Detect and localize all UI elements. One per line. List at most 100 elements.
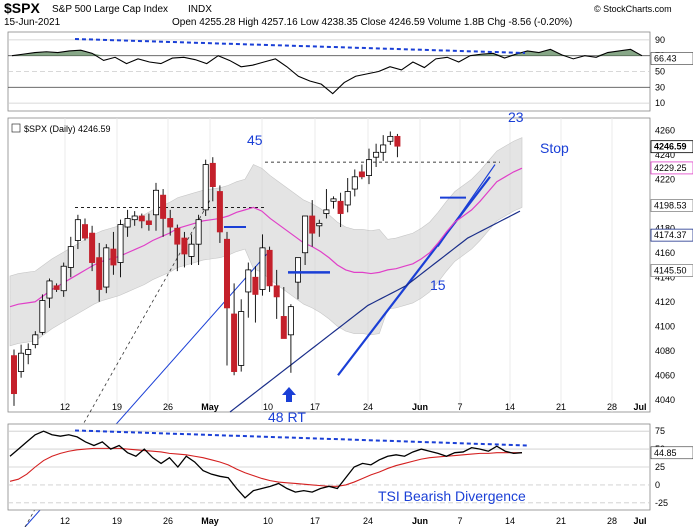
candle-body <box>131 215 138 221</box>
annotation-stop: Stop <box>540 140 569 156</box>
price-last-label: 4174.37 <box>654 230 687 240</box>
candle-body <box>124 218 131 228</box>
tsi-signal-line <box>9 447 522 487</box>
candle-body <box>252 276 259 295</box>
x-tick-label-bottom: 12 <box>60 516 70 526</box>
price-last-label: 4198.53 <box>654 201 687 211</box>
price-last-box <box>650 199 693 212</box>
candle-body <box>46 280 53 299</box>
candle-body <box>323 209 330 214</box>
price-last-label: 4145.50 <box>654 266 687 276</box>
candle-body <box>330 198 337 202</box>
candle-body <box>287 306 294 336</box>
candle-body <box>351 176 358 190</box>
x-tick-label-bottom: 19 <box>112 516 122 526</box>
tsi-line <box>9 430 523 499</box>
x-tick-label-bottom: 7 <box>457 516 462 526</box>
x-axis: 12 12 19 19 26 26 May May 10 10 17 17 24 24 Jun Jun 7 7 14… <box>60 387 647 526</box>
price-last-box <box>650 140 693 154</box>
candle-body <box>32 334 39 346</box>
price-tick-label: 4260 <box>655 125 675 135</box>
candle-body <box>160 194 167 219</box>
price-tick-label: 4040 <box>655 395 675 405</box>
candle-body <box>365 159 372 176</box>
price-last-box <box>650 264 693 277</box>
price-last-label: 4229.25 <box>654 163 687 173</box>
candle-body <box>188 243 195 257</box>
candle-body <box>145 220 152 225</box>
candle-body <box>337 200 344 214</box>
index-name: S&P 500 Large Cap Index <box>52 4 168 15</box>
x-tick-label: 21 <box>556 402 566 412</box>
x-tick-label-bottom: 21 <box>556 516 566 526</box>
tsi-tick-label: 75 <box>655 426 665 436</box>
tsi-tick-label: -25 <box>655 498 668 508</box>
price-legend: $SPX (Daily) 4246.59 <box>24 124 111 134</box>
candle-body <box>96 257 103 290</box>
candle-body <box>89 232 96 263</box>
sma20-line <box>9 167 523 308</box>
candle-body <box>82 224 89 239</box>
rsi-panel: 907050301066.43 <box>7 31 693 112</box>
candle-body <box>53 285 60 290</box>
tsi-last-label: 44.85 <box>654 448 677 458</box>
candle-body <box>216 191 223 233</box>
x-tick-label: Jul <box>633 402 646 412</box>
annotation-15: 15 <box>430 277 446 293</box>
candle-body <box>18 352 25 372</box>
candle-body <box>380 144 387 153</box>
x-tick-label-bottom: 14 <box>505 516 515 526</box>
rsi-divergence-line <box>74 38 526 54</box>
x-tick-label-bottom: 10 <box>263 516 273 526</box>
x-tick-label: 7 <box>457 402 462 412</box>
annotation-23: 23 <box>508 109 524 125</box>
x-tick-label-bottom: 17 <box>310 516 320 526</box>
trendline-thin-2 <box>437 164 496 247</box>
candle-body <box>373 151 380 158</box>
candle-body <box>231 313 238 372</box>
tsi-tick-label: 25 <box>655 462 665 472</box>
x-tick-label-bottom: Jun <box>412 516 428 526</box>
candle-body <box>60 265 67 292</box>
x-tick-label: 28 <box>607 402 617 412</box>
rsi-tick-label: 50 <box>655 67 665 77</box>
x-tick-label-bottom: 24 <box>363 516 373 526</box>
price-panel: 4260424042204200418041604140412041004080… <box>7 109 693 527</box>
candle-body <box>273 285 280 298</box>
candle-body <box>110 248 117 266</box>
rsi-last-box <box>650 52 693 65</box>
trendline-thick <box>337 176 491 376</box>
candle-body <box>302 215 309 254</box>
bollinger-band <box>9 137 523 347</box>
x-tick-label: 10 <box>263 402 273 412</box>
price-last-box <box>650 161 693 175</box>
legend-swatch <box>11 123 21 133</box>
candle-body <box>394 135 401 147</box>
candle-body <box>223 238 230 309</box>
candle-body <box>138 215 145 222</box>
candle-body <box>25 349 32 355</box>
candle-body <box>259 247 266 290</box>
tsi-divergence-line <box>74 429 529 447</box>
candle-body <box>358 171 365 178</box>
price-tick-label: 4100 <box>655 321 675 331</box>
candle-body <box>195 219 202 245</box>
tsi-last-box <box>650 446 693 460</box>
price-last-box <box>650 228 693 242</box>
rsi-tick-label: 90 <box>655 35 665 45</box>
price-tick-label: 4240 <box>655 150 675 160</box>
x-tick-label: 17 <box>310 402 320 412</box>
candle-body <box>181 237 188 255</box>
price-tick-label: 4140 <box>655 272 675 282</box>
candle-body <box>309 215 316 234</box>
brand-label: © StockCharts.com <box>594 4 672 14</box>
price-tick-label: 4060 <box>655 370 675 380</box>
candle-body <box>39 300 46 333</box>
candle-body <box>167 218 174 228</box>
price-tick-label: 4160 <box>655 248 675 258</box>
rsi-line <box>11 48 643 95</box>
rsi-last-label: 66.43 <box>654 54 677 64</box>
ohlc-readout: Open 4255.28 High 4257.16 Low 4238.35 Cl… <box>172 17 572 28</box>
